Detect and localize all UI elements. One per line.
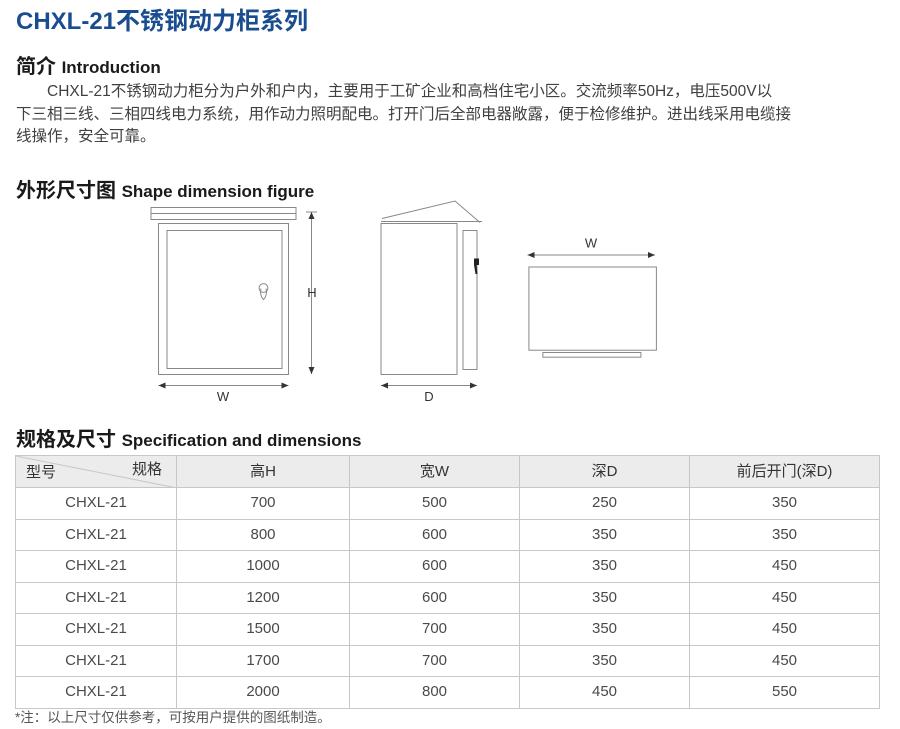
svg-text:D: D: [424, 389, 433, 404]
svg-text:H: H: [307, 285, 316, 300]
svg-text:W: W: [585, 236, 598, 251]
svg-text:W: W: [217, 389, 230, 404]
